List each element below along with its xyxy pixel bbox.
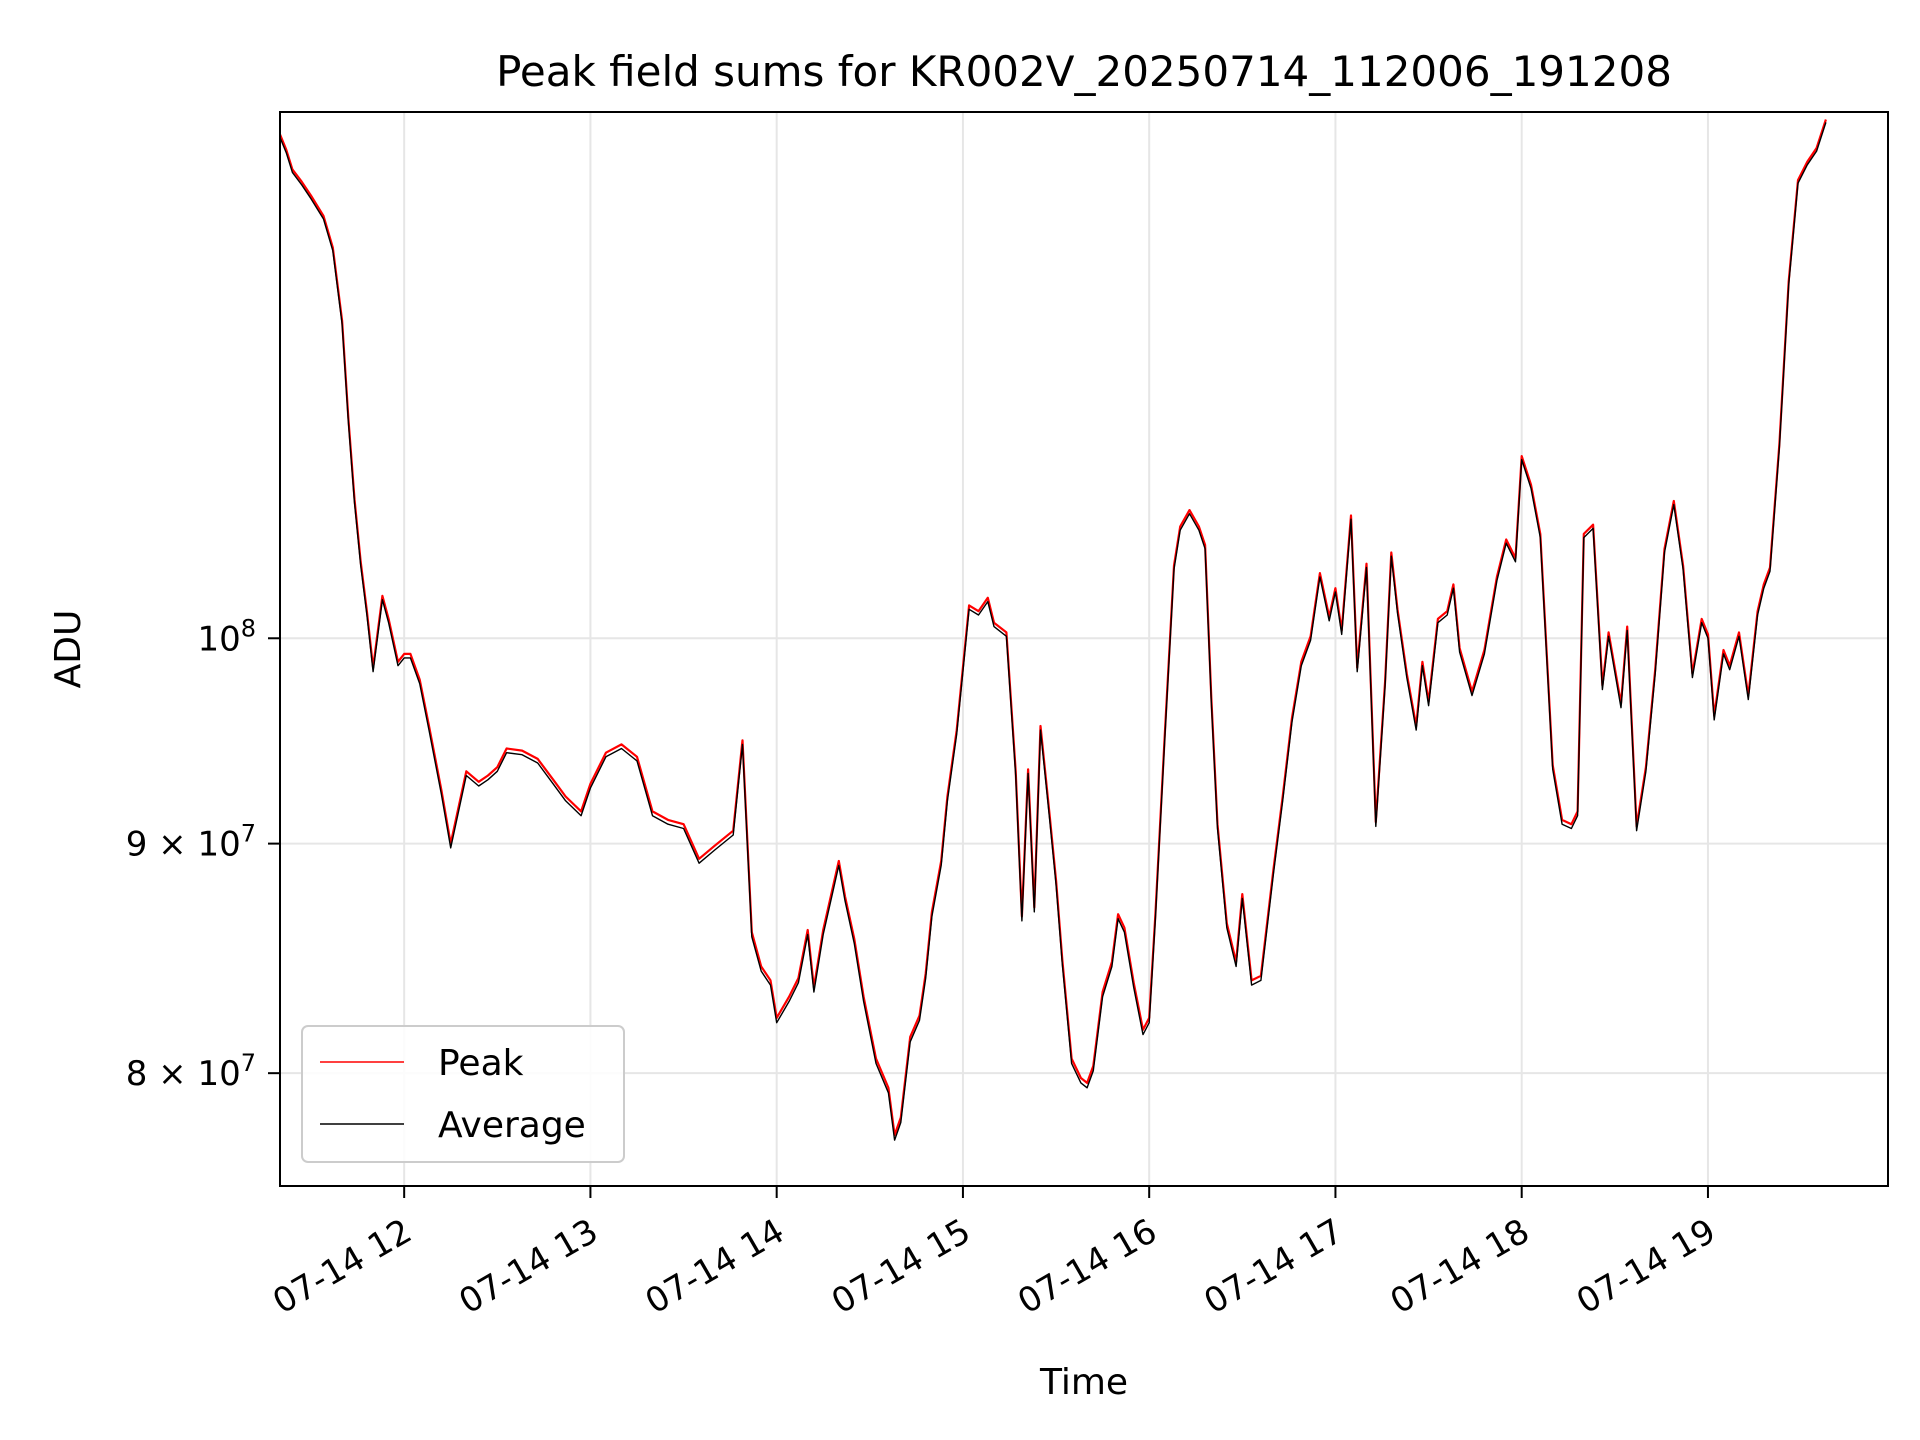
legend-label-peak: Peak — [438, 1043, 524, 1084]
series-line-average — [279, 122, 1827, 1141]
legend-box — [301, 1025, 625, 1163]
y-tick-label: 108 — [197, 614, 256, 659]
y-axis-title: ADU — [48, 610, 89, 689]
y-tick-label: 8 × 107 — [126, 1049, 256, 1094]
legend-label-average: Average — [438, 1105, 586, 1146]
plot-frame — [279, 111, 1889, 1187]
y-tick-label: 9 × 107 — [126, 820, 256, 865]
x-axis-title: Time — [1039, 1362, 1128, 1403]
series-lines — [278, 119, 1827, 1141]
legend: Peak Average — [301, 1025, 625, 1163]
chart-title: Peak field sums for KR002V_20250714_1120… — [496, 47, 1672, 96]
